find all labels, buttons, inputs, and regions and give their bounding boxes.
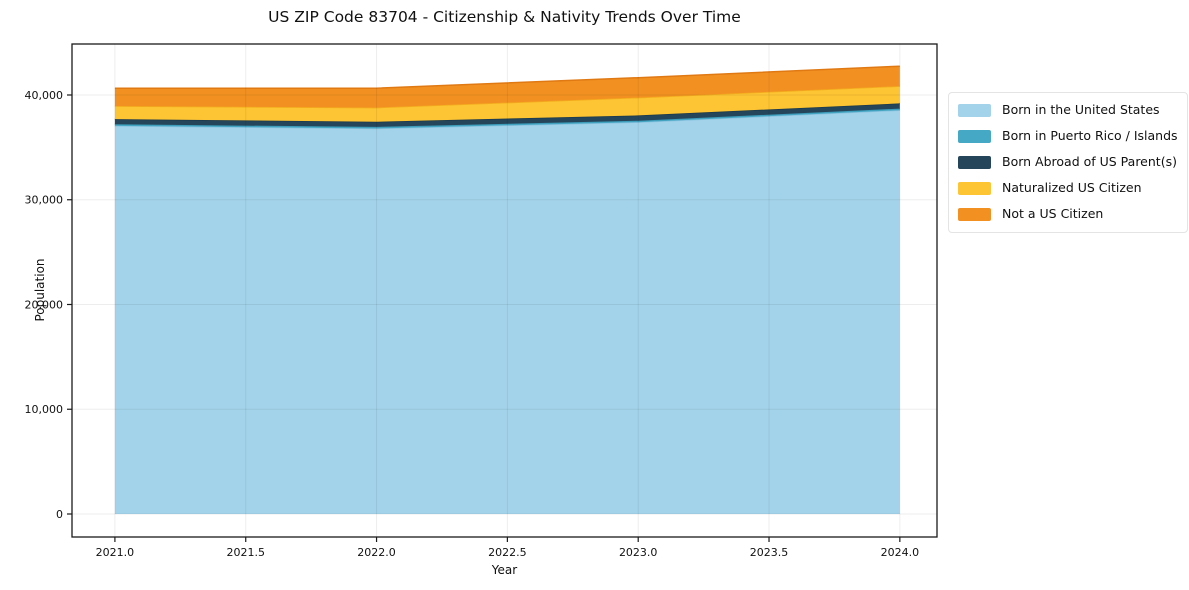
stacked-areas [114, 65, 900, 514]
tick-labels: 2021.0 2021.5 2022.0 2022.5 2023.0 2023.5 2024… [25, 89, 920, 559]
legend-swatch-icon [958, 104, 991, 117]
legend-item-0: Born in the United States [958, 104, 1178, 117]
x-axis-label: Year [491, 563, 518, 577]
y-tick-label: 10,000 [25, 403, 64, 416]
legend: Born in the United States Born in Puerto … [948, 92, 1188, 233]
area-series-2 [114, 103, 900, 127]
legend-label: Not a US Citizen [1002, 206, 1104, 222]
y-tick-label: 30,000 [25, 194, 64, 207]
legend-item-4: Not a US Citizen [958, 208, 1178, 221]
legend-swatch-icon [958, 156, 991, 169]
area-series-0 [114, 110, 900, 514]
legend-item-3: Naturalized US Citizen [958, 182, 1178, 195]
y-tick-label: 40,000 [25, 89, 64, 102]
legend-swatch-icon [958, 130, 991, 143]
gridlines [72, 44, 937, 537]
y-tick-label: 20,000 [25, 298, 64, 311]
area-edge-4 [114, 65, 900, 89]
x-tick-label: 2023.5 [750, 546, 789, 559]
area-series-4 [114, 66, 900, 108]
legend-label: Born Abroad of US Parent(s) [1002, 154, 1177, 170]
legend-label: Born in Puerto Rico / Islands [1002, 128, 1178, 144]
legend-label: Born in the United States [1002, 102, 1160, 118]
axis-ticks [67, 94, 901, 542]
x-tick-label: 2024.0 [881, 546, 920, 559]
y-axis-label: Population [33, 258, 47, 322]
plot-border [71, 43, 938, 538]
legend-swatch-icon [958, 182, 991, 195]
x-tick-label: 2022.0 [357, 546, 396, 559]
legend-label: Naturalized US Citizen [1002, 180, 1142, 196]
x-tick-label: 2021.5 [226, 546, 265, 559]
legend-swatch-icon [958, 208, 991, 221]
x-tick-label: 2022.5 [488, 546, 527, 559]
legend-item-2: Born Abroad of US Parent(s) [958, 156, 1178, 169]
legend-item-1: Born in Puerto Rico / Islands [958, 130, 1178, 143]
y-tick-label: 0 [56, 508, 63, 521]
x-tick-label: 2023.0 [619, 546, 658, 559]
x-tick-label: 2021.0 [96, 546, 135, 559]
chart-title: US ZIP Code 83704 - Citizenship & Nativi… [268, 8, 741, 26]
